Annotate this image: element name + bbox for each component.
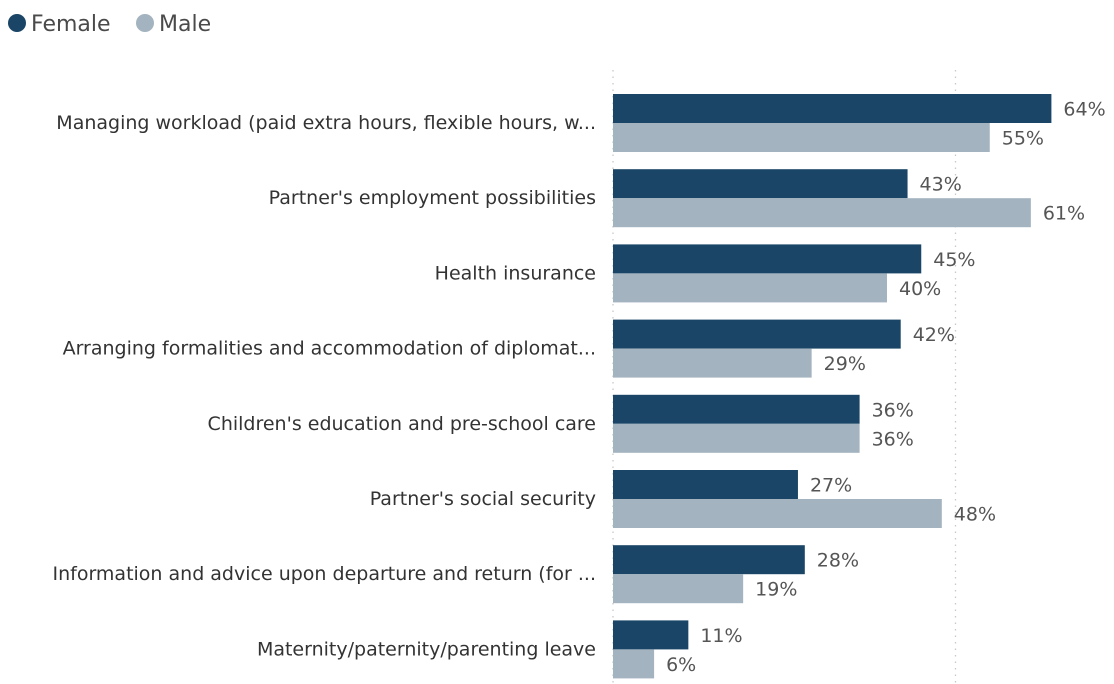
bar-female[interactable] xyxy=(613,620,689,650)
value-label-male: 36% xyxy=(872,428,914,450)
legend-marker-female xyxy=(8,14,26,32)
category-label: Maternity/paternity/parenting leave xyxy=(257,638,596,660)
bar-male[interactable] xyxy=(613,198,1031,228)
bar-female[interactable] xyxy=(613,470,798,499)
value-label-male: 55% xyxy=(1002,128,1044,150)
bar-male[interactable] xyxy=(613,273,887,303)
value-label-female: 28% xyxy=(817,550,859,572)
value-label-male: 61% xyxy=(1043,203,1085,225)
category-labels: Managing workload (paid extra hours, fle… xyxy=(52,112,596,660)
value-label-male: 40% xyxy=(899,278,941,300)
legend-label-female: Female xyxy=(31,12,111,37)
value-label-male: 48% xyxy=(954,504,996,526)
value-label-female: 45% xyxy=(933,249,975,271)
value-labels: 64% 55% 43% 61% 45% 40% 42% 29% 36% 36% 27% 48% 28% 1… xyxy=(666,99,1106,676)
bar-male[interactable] xyxy=(613,123,990,152)
category-label: Information and advice upon departure an… xyxy=(52,563,596,585)
category-label: Partner's social security xyxy=(370,488,596,510)
value-label-female: 43% xyxy=(920,174,962,196)
category-label: Managing workload (paid extra hours, fle… xyxy=(56,112,596,134)
value-label-female: 36% xyxy=(872,399,914,421)
value-label-male: 29% xyxy=(824,353,866,375)
bar-male[interactable] xyxy=(613,499,942,528)
category-label: Health insurance xyxy=(435,262,596,284)
value-label-female: 64% xyxy=(1063,99,1105,121)
bar-male[interactable] xyxy=(613,649,655,679)
bar-male[interactable] xyxy=(613,574,744,604)
bar-male[interactable] xyxy=(613,348,812,378)
bar-female[interactable] xyxy=(613,319,901,349)
bar-female[interactable] xyxy=(613,94,1052,123)
bar-female[interactable] xyxy=(613,244,922,274)
bar-male[interactable] xyxy=(613,423,860,453)
value-label-female: 27% xyxy=(810,475,852,497)
legend: Female Male xyxy=(8,12,211,37)
value-label-female: 42% xyxy=(913,324,955,346)
category-label: Children's education and pre-school care xyxy=(208,413,596,435)
category-label: Arranging formalities and accommodation … xyxy=(63,338,596,360)
bars xyxy=(613,94,1052,679)
bar-female[interactable] xyxy=(613,394,860,424)
value-label-female: 11% xyxy=(700,625,742,647)
bar-female[interactable] xyxy=(613,169,908,199)
legend-label-male: Male xyxy=(159,12,211,37)
category-label: Partner's employment possibilities xyxy=(269,187,596,209)
legend-marker-male xyxy=(136,14,154,32)
value-label-male: 19% xyxy=(755,579,797,601)
bar-female[interactable] xyxy=(613,545,805,575)
value-label-male: 6% xyxy=(666,654,696,676)
